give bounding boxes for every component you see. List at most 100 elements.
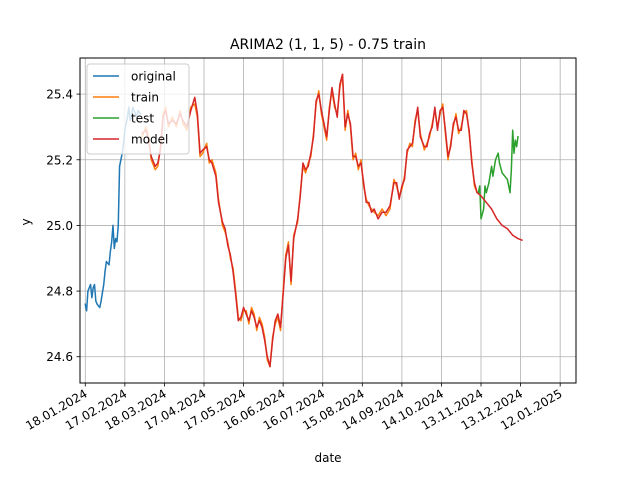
data-point-train [250,306,253,309]
data-point-original [112,224,114,227]
data-point-model [431,126,433,128]
data-point-train [360,159,362,161]
data-point-train [279,329,282,332]
data-point-train [393,178,395,181]
data-point-model [323,123,325,125]
data-point-model [196,113,198,115]
data-point-train [344,129,346,131]
data-point-original [118,165,121,167]
data-point-model [242,306,245,309]
data-point-original [117,224,119,227]
data-point-train [208,162,210,164]
data-point-original [89,283,92,286]
data-point-model [248,320,250,322]
data-point-original [103,283,105,286]
data-point-original [86,310,88,312]
data-point-model [199,152,201,154]
data-point-model [436,129,439,131]
data-point-model [240,316,242,318]
data-point-model [512,234,514,236]
legend-label: original [131,70,176,84]
data-point-train [423,149,425,151]
data-point-model [261,326,263,328]
data-point-model [194,96,196,98]
data-point-test [513,152,515,154]
data-point-train [157,165,159,167]
data-point-model [304,169,307,171]
data-point-model [426,146,428,148]
data-point-model [517,237,519,240]
data-point-original [115,237,117,240]
data-point-model [227,244,229,246]
data-point-train [357,169,359,171]
data-point-model [334,103,336,105]
data-point-model [349,123,352,125]
data-point-model [339,83,341,85]
data-point-model [385,211,387,213]
data-point-model [287,244,290,246]
data-point-original [105,260,107,263]
data-point-original [87,290,89,292]
y-tick-label: 24.8 [46,285,73,299]
data-point-test [480,218,482,220]
data-point-model [299,195,301,197]
data-point-model [406,149,408,151]
data-point-model [256,326,258,328]
data-point-model [396,182,398,184]
data-point-train [458,132,460,135]
data-point-model [331,86,333,89]
data-point-model [409,146,411,148]
data-point-model [423,146,425,148]
data-point-original [104,270,106,272]
data-point-model [419,136,421,138]
data-point-original [108,264,110,266]
data-point-test [514,139,516,141]
data-point-test [501,172,503,174]
data-point-model [521,239,523,241]
data-point-train [199,155,201,158]
y-tick-label: 25.4 [46,88,73,102]
y-tick-label: 24.6 [46,350,73,364]
data-point-model [347,113,349,115]
data-point-model [377,218,379,220]
data-point-test [485,192,487,194]
data-point-original [109,251,111,253]
data-point-model [414,123,416,125]
data-point-train [347,109,349,112]
data-point-model [206,146,208,148]
data-point-model [328,109,330,112]
data-point-model [393,182,395,184]
data-point-train [304,172,307,174]
data-point-train [447,159,449,161]
data-point-model [312,136,315,138]
grid [80,58,576,383]
data-point-model [352,155,354,158]
data-point-model [439,109,441,112]
data-point-model [150,155,152,158]
data-point-model [307,165,309,167]
data-point-model [154,165,156,167]
data-point-test [497,152,499,154]
legend-item-test: test [93,112,154,126]
data-point-model [232,270,234,272]
data-point-original [111,241,113,243]
data-point-train [258,316,260,318]
data-point-model [285,257,287,259]
data-point-train [150,159,152,161]
data-point-model [217,201,220,204]
data-point-train [389,208,391,210]
y-tick-label: 25.0 [46,219,73,233]
data-point-model [496,218,498,220]
data-point-test [488,182,490,184]
data-point-model [208,159,210,161]
data-point-model [157,162,159,164]
data-point-model [471,162,473,164]
data-point-original [99,306,101,309]
data-point-model [269,365,271,368]
data-point-model [490,208,493,210]
legend-item-original: original [93,70,176,84]
data-point-test [506,178,508,181]
x-axis-label: date [314,451,341,465]
data-point-train [211,159,213,161]
data-point-model [266,356,268,358]
